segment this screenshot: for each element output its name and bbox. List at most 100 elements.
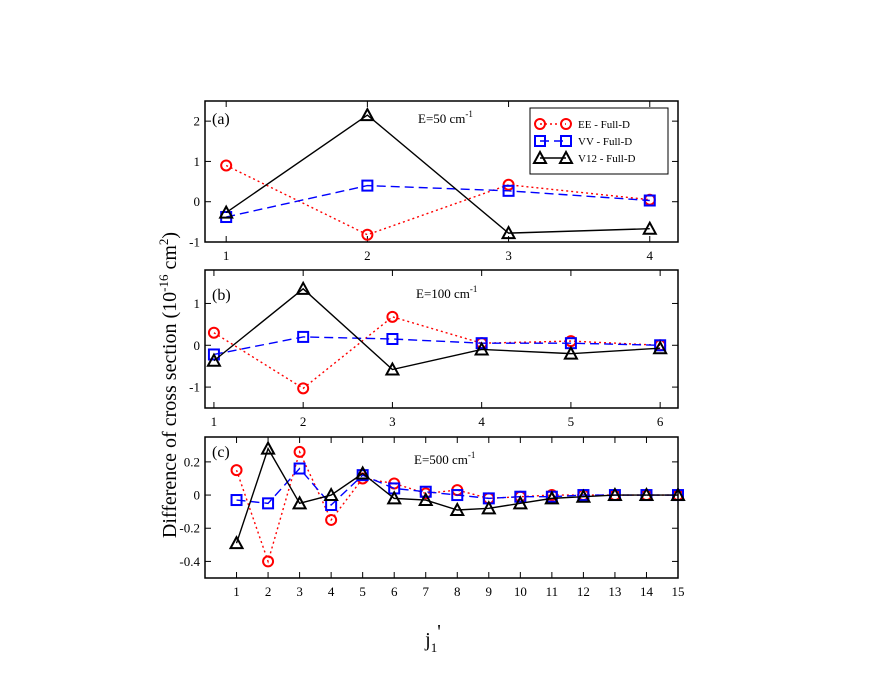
y-axis-title-mid: cm (159, 245, 181, 275)
data-point (418, 491, 434, 507)
x-tick-label: 6 (391, 584, 398, 599)
data-point (514, 490, 527, 503)
x-axis-title-prime: ' (437, 621, 441, 643)
data-point (544, 490, 560, 505)
data-point (642, 220, 658, 235)
x-tick-label: 1 (233, 584, 240, 599)
series-line (235, 449, 678, 564)
data-point (293, 445, 306, 458)
plot-frame (204, 269, 679, 409)
x-tick-label: 13 (608, 584, 621, 599)
x-tick-label: 1 (223, 248, 230, 263)
x-axis-title-main: j (424, 629, 431, 651)
series-v12-full-d (206, 280, 668, 376)
data-point (575, 488, 592, 503)
energy-label-text: E=100 cm (416, 286, 470, 301)
data-point (502, 184, 515, 197)
series-line (213, 287, 661, 371)
panel-label: (a) (212, 111, 230, 128)
legend-marker (534, 118, 546, 130)
data-point (262, 497, 275, 510)
y-tick-label: 1 (194, 154, 201, 169)
series-vv-full-d (220, 179, 656, 224)
y-tick-label: -0.2 (179, 521, 200, 536)
y-axis-title-end: ) (159, 232, 181, 239)
series-line (213, 316, 661, 390)
x-tick-label: 4 (328, 584, 335, 599)
data-point (359, 107, 376, 122)
energy-label: E=100 cm-1 (416, 284, 477, 301)
x-tick-label: 2 (265, 584, 272, 599)
data-point (481, 500, 497, 515)
panel-label: (c) (212, 444, 230, 461)
x-tick-label: 8 (454, 584, 461, 599)
data-point (228, 535, 245, 550)
x-tick-label: 3 (389, 414, 396, 429)
data-point (449, 501, 465, 516)
y-axis-title-main: Difference of cross section (10 (159, 292, 181, 538)
data-point (207, 326, 220, 339)
data-point (500, 225, 517, 240)
energy-label-text: E=500 cm (414, 452, 468, 467)
data-point (361, 228, 374, 241)
x-tick-label: 12 (577, 584, 590, 599)
series-v12-full-d (228, 440, 686, 550)
y-axis-title-exp1: -16 (156, 274, 171, 292)
x-tick-label: 14 (640, 584, 654, 599)
series-line (236, 467, 678, 507)
data-point (295, 280, 311, 295)
data-point (384, 361, 401, 376)
data-point (607, 486, 623, 502)
series-vv-full-d (207, 330, 667, 361)
legend-label: EE - Full-D (578, 119, 630, 131)
y-tick-label: -1 (189, 380, 200, 395)
data-point (512, 495, 529, 510)
data-point (230, 494, 243, 507)
data-point (325, 513, 338, 526)
legend-label: V12 - Full-D (578, 153, 636, 165)
series-line (235, 446, 678, 544)
series-v12-full-d (218, 107, 658, 240)
y-tick-label: -1 (189, 235, 200, 250)
series-line (225, 164, 650, 236)
data-point (670, 486, 686, 502)
energy-label-exp: -1 (470, 284, 478, 294)
x-tick-label: 2 (300, 414, 307, 429)
y-tick-label: 2 (194, 114, 201, 129)
data-point (293, 462, 306, 475)
energy-label-exp: -1 (465, 109, 473, 119)
data-point (643, 194, 656, 207)
data-point (451, 489, 464, 502)
series-line (225, 114, 650, 234)
data-point (361, 179, 374, 192)
y-axis-title-exp2: 2 (156, 239, 171, 246)
x-axis-title: j1' (424, 621, 441, 655)
data-point (260, 440, 276, 455)
data-point (473, 341, 490, 356)
data-point (563, 345, 579, 360)
series-line (226, 184, 650, 218)
legend-marker (560, 118, 572, 130)
legend-box (529, 107, 669, 175)
plot-frame (204, 100, 679, 243)
data-point (419, 485, 432, 498)
x-tick-label: 5 (359, 584, 366, 599)
data-point (475, 337, 488, 350)
data-point (323, 486, 339, 502)
panel-label: (b) (212, 287, 231, 304)
energy-label: E=500 cm-1 (414, 450, 475, 467)
energy-label: E=50 cm-1 (418, 109, 473, 126)
data-point (220, 159, 233, 172)
data-point (502, 178, 515, 191)
x-tick-label: 5 (568, 414, 575, 429)
data-point (206, 352, 222, 367)
x-tick-label: 7 (422, 584, 429, 599)
legend-label: VV - Full-D (578, 136, 632, 148)
x-tick-label: 3 (296, 584, 303, 599)
y-tick-label: 0 (194, 194, 201, 209)
x-tick-label: 6 (657, 414, 664, 429)
legend-marker (532, 149, 548, 164)
